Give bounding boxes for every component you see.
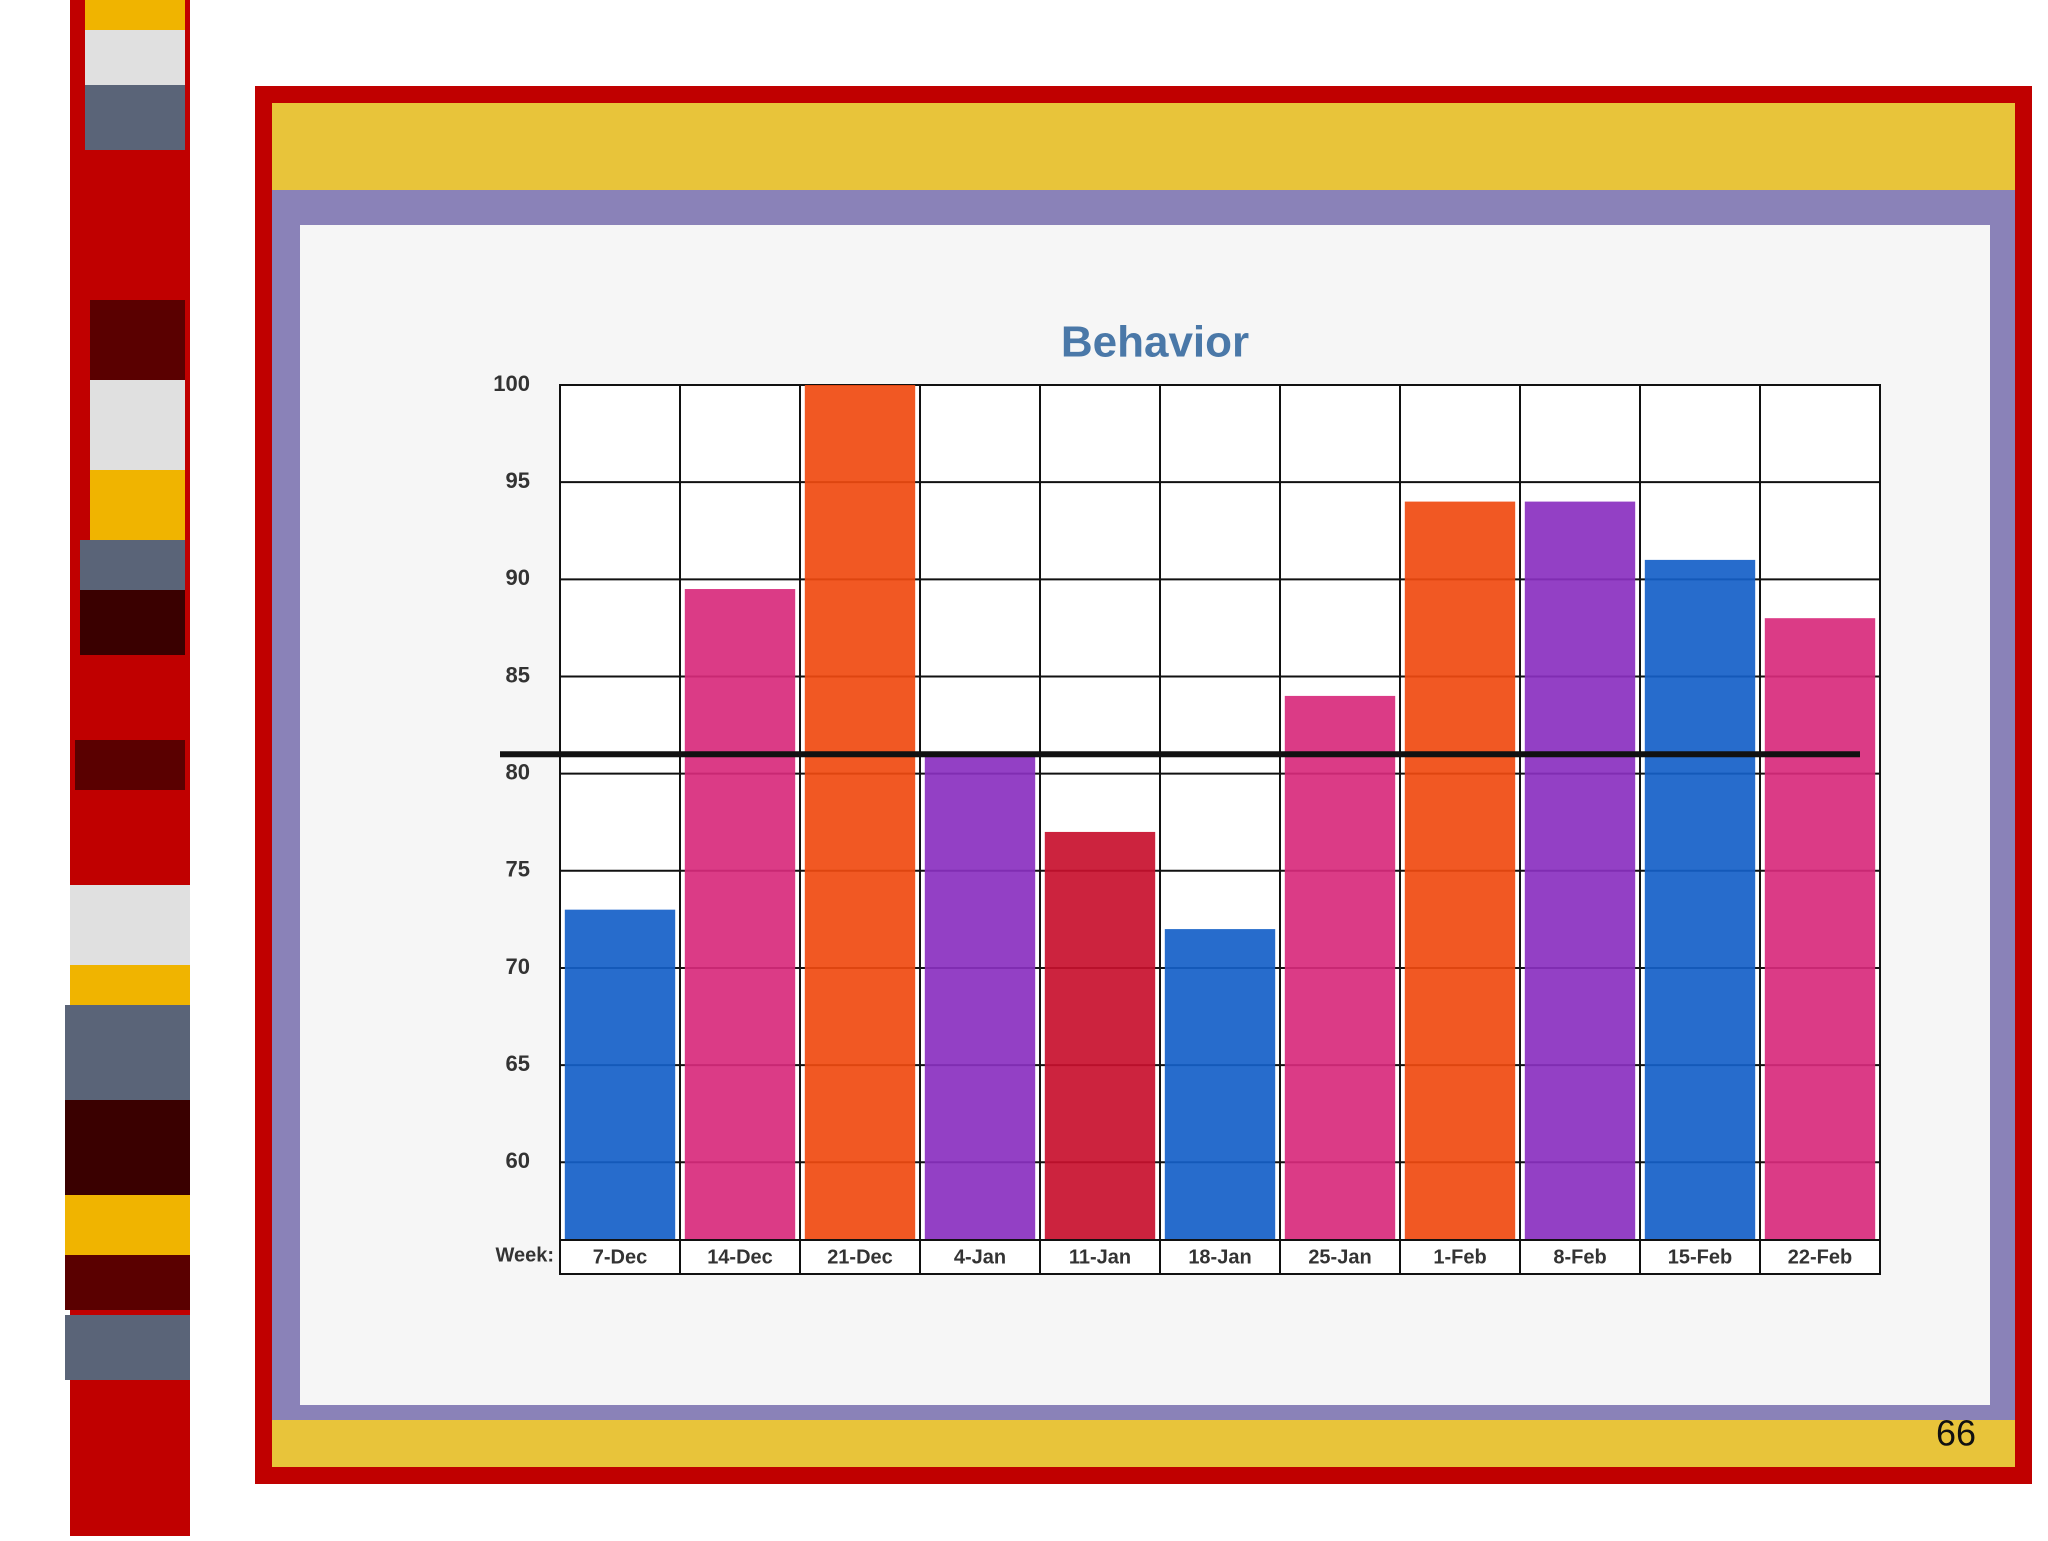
category-cell [679,1239,801,1275]
x-tick-label: 4-Jan [954,1246,1006,1268]
category-cell [1279,1239,1401,1275]
category-cell [1639,1239,1761,1275]
bar [1284,695,1396,1240]
y-tick-label: 75 [506,857,530,882]
y-tick-label: 60 [506,1148,530,1173]
bar [1644,559,1756,1240]
x-tick-label: 25-Jan [1308,1246,1371,1268]
y-tick-label: 100 [493,371,530,396]
x-axis-label: Week: [495,1244,554,1266]
x-tick-label: 18-Jan [1188,1246,1251,1268]
bar [1164,929,1276,1240]
x-tick-label: 11-Jan [1069,1246,1131,1268]
bar [1764,618,1876,1240]
category-cell [1759,1239,1881,1275]
bar [924,754,1036,1240]
bar [804,385,916,1240]
bar [1044,831,1156,1240]
x-tick-label: 1-Feb [1433,1246,1486,1268]
bar [684,589,796,1240]
y-tick-label: 95 [506,468,530,493]
y-tick-label: 85 [506,662,530,687]
x-tick-label: 7-Dec [593,1246,647,1268]
x-tick-label: 15-Feb [1668,1246,1732,1268]
slide-number: 66 [1936,1413,1976,1454]
bar [1524,501,1636,1240]
x-tick-label: 8-Feb [1553,1246,1606,1268]
y-tick-label: 65 [506,1051,530,1076]
y-tick-label: 90 [506,565,530,590]
category-cell [1039,1239,1161,1275]
y-tick-label: 80 [506,759,530,784]
bar [1404,501,1516,1240]
y-tick-label: 70 [506,954,530,979]
category-cell [1519,1239,1641,1275]
x-tick-label: 14-Dec [707,1246,773,1268]
category-cell [919,1239,1041,1275]
bar [564,909,676,1240]
x-tick-label: 21-Dec [827,1246,893,1268]
decorative-stripes [0,0,240,1536]
category-cell [1399,1239,1521,1275]
x-tick-label: 22-Feb [1788,1246,1852,1268]
category-cell [1159,1239,1281,1275]
chart-title: Behavior [1061,318,1249,367]
